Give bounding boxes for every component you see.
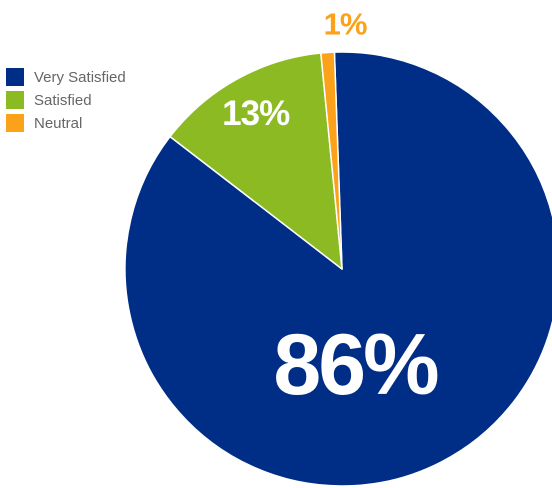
legend-label-very-satisfied: Very Satisfied — [34, 68, 126, 86]
legend-label-neutral: Neutral — [34, 114, 83, 132]
legend-swatch-neutral — [6, 114, 24, 132]
legend-label-satisfied: Satisfied — [34, 91, 92, 109]
value-label-satisfied: 13% — [222, 94, 290, 133]
pie-slice-very-satisfied — [124, 51, 552, 487]
value-label-very-satisfied: 86% — [273, 317, 438, 413]
pie-slice-satisfied — [169, 52, 343, 270]
legend-item-satisfied: Satisfied — [6, 89, 126, 111]
legend-item-very-satisfied: Very Satisfied — [6, 66, 126, 88]
value-label-neutral: 1% — [324, 7, 367, 42]
pie-value-labels: 86% 13% 1% — [222, 7, 441, 414]
legend-swatch-very-satisfied — [6, 68, 24, 86]
legend-swatch-satisfied — [6, 91, 24, 109]
pie-slices — [124, 51, 552, 487]
chart-legend: Very Satisfied Satisfied Neutral — [6, 66, 126, 135]
pie-slice-neutral — [320, 51, 343, 270]
legend-item-neutral: Neutral — [6, 112, 126, 134]
